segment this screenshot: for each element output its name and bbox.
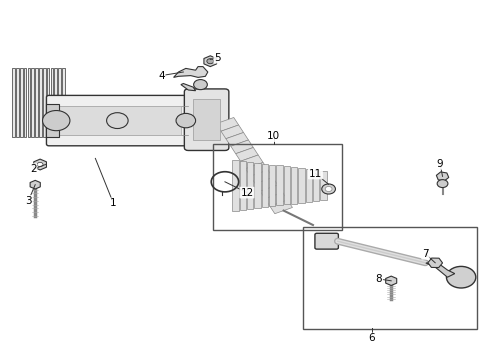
Text: 12: 12 <box>240 188 253 198</box>
Bar <box>51 68 53 137</box>
Polygon shape <box>216 117 238 131</box>
Bar <box>312 170 319 201</box>
Circle shape <box>37 162 43 167</box>
Polygon shape <box>425 263 454 277</box>
Polygon shape <box>250 170 272 184</box>
Circle shape <box>193 80 207 90</box>
Bar <box>298 168 304 203</box>
FancyBboxPatch shape <box>314 233 338 249</box>
Bar <box>239 161 245 210</box>
Bar <box>27 68 30 137</box>
Text: 7: 7 <box>421 249 428 259</box>
Text: 6: 6 <box>367 333 374 343</box>
Bar <box>254 163 260 208</box>
Circle shape <box>206 59 213 64</box>
Polygon shape <box>260 185 282 199</box>
Text: 1: 1 <box>110 198 117 208</box>
Bar <box>16 68 19 137</box>
Bar <box>246 162 253 209</box>
Circle shape <box>176 113 195 128</box>
Polygon shape <box>221 125 243 139</box>
Bar <box>54 68 57 137</box>
Bar <box>283 166 289 204</box>
Text: 10: 10 <box>267 131 280 141</box>
Bar <box>303 227 476 329</box>
Text: 11: 11 <box>308 168 322 179</box>
Polygon shape <box>235 148 258 161</box>
Bar <box>276 166 282 205</box>
Bar <box>320 171 326 200</box>
Bar <box>62 68 65 137</box>
Circle shape <box>321 184 335 194</box>
FancyBboxPatch shape <box>46 95 193 146</box>
Bar <box>43 68 45 137</box>
Circle shape <box>325 186 331 192</box>
Polygon shape <box>240 155 263 169</box>
Polygon shape <box>230 140 253 154</box>
Polygon shape <box>264 193 287 206</box>
FancyBboxPatch shape <box>184 89 228 150</box>
Polygon shape <box>173 67 207 77</box>
Polygon shape <box>181 84 195 91</box>
Text: 2: 2 <box>30 164 37 174</box>
Bar <box>193 99 220 140</box>
Bar <box>305 169 311 202</box>
Bar <box>58 68 61 137</box>
Circle shape <box>436 180 447 188</box>
Bar <box>20 68 22 137</box>
Bar <box>290 167 297 204</box>
Text: 5: 5 <box>214 53 221 63</box>
Circle shape <box>446 266 475 288</box>
Polygon shape <box>225 132 248 146</box>
Bar <box>261 164 267 207</box>
Circle shape <box>106 113 128 129</box>
Polygon shape <box>255 177 277 191</box>
Bar <box>59 106 181 135</box>
Text: 4: 4 <box>158 71 164 81</box>
Bar <box>232 160 238 211</box>
Bar <box>31 68 34 137</box>
Bar <box>24 68 26 137</box>
Circle shape <box>42 111 70 131</box>
Bar <box>35 68 38 137</box>
Bar <box>12 68 15 137</box>
Bar <box>47 68 49 137</box>
Text: 9: 9 <box>436 159 443 169</box>
Polygon shape <box>269 200 292 214</box>
Bar <box>39 68 42 137</box>
Polygon shape <box>245 162 267 176</box>
Text: 8: 8 <box>375 274 382 284</box>
Bar <box>212 144 342 230</box>
Bar <box>46 104 59 137</box>
Bar <box>268 165 275 206</box>
Text: 3: 3 <box>25 196 32 206</box>
